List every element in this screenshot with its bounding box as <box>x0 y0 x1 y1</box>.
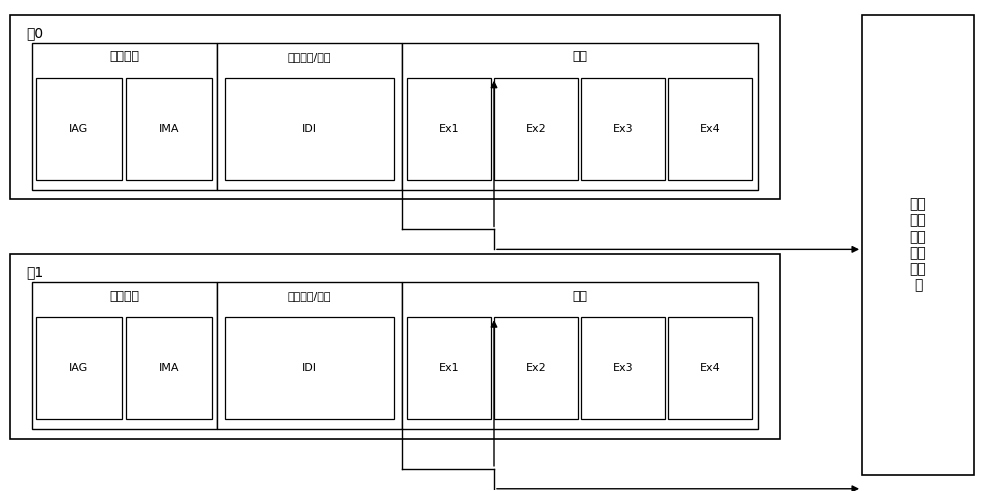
Bar <box>126 317 212 419</box>
Text: 执行: 执行 <box>573 290 587 303</box>
Text: 同步
信息
收集
和传
递模
块: 同步 信息 收集 和传 递模 块 <box>910 197 926 292</box>
Text: Ex3: Ex3 <box>612 363 633 373</box>
Text: 核0: 核0 <box>26 26 43 40</box>
Text: 指令获取: 指令获取 <box>109 290 139 303</box>
Bar <box>32 282 217 429</box>
Bar <box>32 43 217 190</box>
Bar <box>36 317 122 419</box>
Text: 指令获取: 指令获取 <box>109 51 139 63</box>
Text: 指令译码/发射: 指令译码/发射 <box>287 52 331 62</box>
Text: 执行: 执行 <box>573 51 587 63</box>
Bar <box>126 78 212 180</box>
Bar <box>494 78 578 180</box>
Text: Ex4: Ex4 <box>700 363 721 373</box>
Text: 指令译码/发射: 指令译码/发射 <box>287 291 331 301</box>
Bar <box>581 78 665 180</box>
Bar <box>217 282 402 429</box>
Bar <box>668 317 752 419</box>
Bar <box>494 317 578 419</box>
Text: IMA: IMA <box>159 124 179 134</box>
Bar <box>407 317 491 419</box>
Bar <box>862 15 974 475</box>
Bar <box>225 317 394 419</box>
Bar <box>10 254 780 439</box>
Text: Ex2: Ex2 <box>526 363 547 373</box>
Bar <box>668 78 752 180</box>
Bar <box>217 43 402 190</box>
Bar <box>402 282 758 429</box>
Text: IDI: IDI <box>302 363 317 373</box>
Text: IAG: IAG <box>70 124 88 134</box>
Bar <box>407 78 491 180</box>
Text: Ex2: Ex2 <box>526 124 547 134</box>
Bar <box>36 78 122 180</box>
Bar <box>225 78 394 180</box>
Text: Ex4: Ex4 <box>700 124 721 134</box>
Text: Ex3: Ex3 <box>612 124 633 134</box>
Text: IMA: IMA <box>159 363 179 373</box>
Text: Ex1: Ex1 <box>438 124 459 134</box>
Bar <box>581 317 665 419</box>
Text: IAG: IAG <box>70 363 88 373</box>
Text: IDI: IDI <box>302 124 317 134</box>
Text: 核1: 核1 <box>26 265 44 279</box>
Bar <box>402 43 758 190</box>
Bar <box>10 15 780 199</box>
Text: Ex1: Ex1 <box>438 363 459 373</box>
